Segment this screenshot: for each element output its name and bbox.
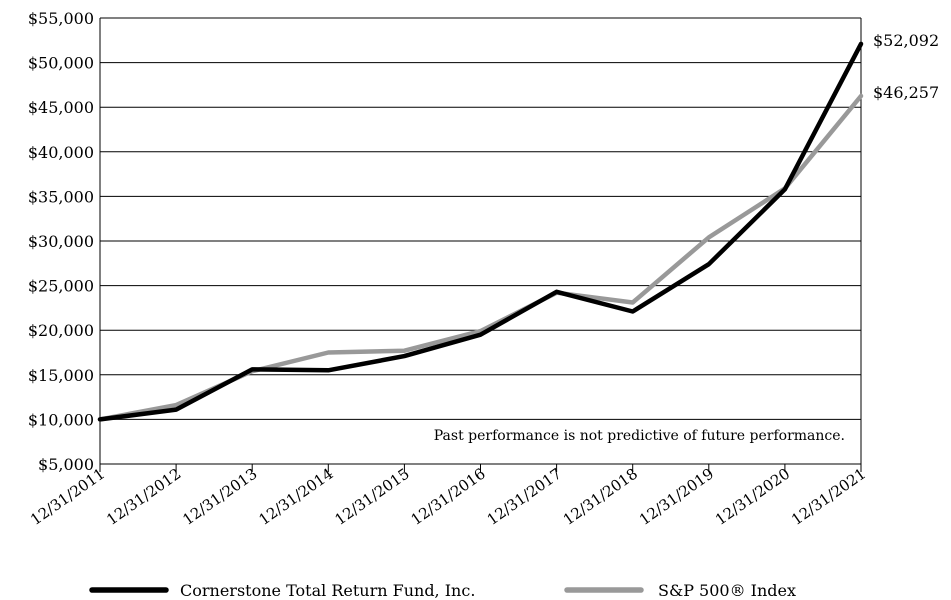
series-lines [97, 41, 864, 422]
x-tick-label: 12/31/2021 [788, 465, 869, 529]
x-tick-label: 12/31/2012 [103, 465, 184, 529]
y-tick-label: $10,000 [28, 410, 94, 429]
legend-label-0: Cornerstone Total Return Fund, Inc. [180, 581, 475, 600]
y-tick-label: $25,000 [28, 277, 94, 296]
legend-label-1: S&P 500® Index [658, 581, 796, 600]
legend: Cornerstone Total Return Fund, Inc. S&P 5… [89, 581, 796, 600]
x-tick-label: 12/31/2018 [560, 465, 641, 529]
x-tick-label: 12/31/2011 [27, 465, 108, 529]
y-tick-label: $55,000 [28, 9, 94, 28]
grid-lines [99, 17, 862, 465]
y-tick-label: $5,000 [38, 455, 94, 474]
x-tick-label: 12/31/2013 [179, 465, 260, 529]
y-tick-label: $15,000 [28, 366, 94, 385]
x-tick-label: 12/31/2015 [332, 465, 413, 529]
x-tick-label: 12/31/2020 [712, 465, 793, 529]
y-tick-label: $50,000 [28, 54, 94, 73]
y-tick-label: $30,000 [28, 232, 94, 251]
x-axis: 12/31/201112/31/201212/31/201312/31/2014… [27, 464, 869, 529]
x-tick-label: 12/31/2016 [408, 465, 489, 529]
y-tick-label: $45,000 [28, 98, 94, 117]
series-line-1 [97, 93, 864, 422]
x-tick-label: 12/31/2019 [636, 465, 717, 529]
y-tick-label: $35,000 [28, 187, 94, 206]
end-value-label-0: $52,092 [873, 31, 939, 50]
x-tick-label: 12/31/2014 [255, 465, 336, 529]
x-tick-label: 12/31/2017 [484, 465, 565, 529]
y-axis: $5,000 $10,000 $15,000 $20,000 $25,000 $30,00… [28, 9, 94, 474]
y-tick-label: $40,000 [28, 143, 94, 162]
chart-annotation: Past performance is not predictive of fu… [434, 428, 845, 444]
y-tick-label: $20,000 [28, 321, 94, 340]
series-line-0 [97, 41, 864, 422]
end-value-label-1: $46,257 [873, 83, 939, 102]
end-labels: $52,092 $46,257 [873, 31, 939, 102]
